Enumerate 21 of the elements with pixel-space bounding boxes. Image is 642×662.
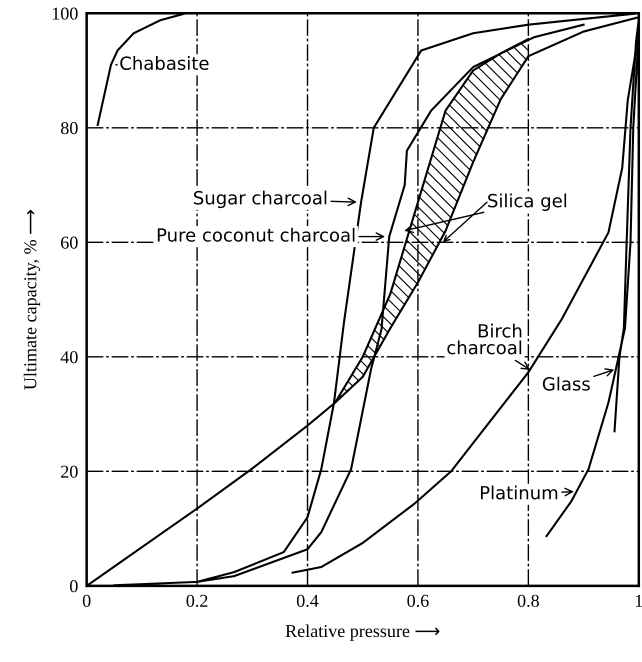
y-tick-label: 0: [70, 580, 78, 592]
x-tick-label: 1: [636, 594, 642, 607]
annotation: Pure coconut charcoal: [158, 228, 354, 242]
annotation: Birch charcoal: [447, 324, 522, 354]
x-tick-label: 0.6: [407, 594, 429, 607]
y-tick-label: 80: [60, 122, 78, 134]
x-tick-label: 0.4: [296, 594, 319, 607]
y-tick-label: 20: [61, 466, 78, 478]
y-tick-label: 100: [52, 7, 78, 20]
x-tick-label: 0.2: [186, 594, 208, 607]
annotation: Glass: [542, 376, 590, 391]
y-axis-title: Ultimate capacity, % ⟶: [24, 210, 40, 390]
x-tick-label: 0.8: [518, 594, 539, 607]
y-tick-label: 60: [61, 236, 78, 249]
annotation: Chabasite: [120, 56, 209, 70]
y-tick-label: 40: [60, 351, 78, 364]
annotation: Platinum: [480, 486, 558, 500]
x-axis-title: Relative pressure ⟶: [286, 624, 440, 641]
x-tick-label: 0: [82, 594, 90, 607]
annotation: Silica gel: [488, 193, 566, 211]
annotation: Sugar charcoal: [194, 190, 326, 208]
